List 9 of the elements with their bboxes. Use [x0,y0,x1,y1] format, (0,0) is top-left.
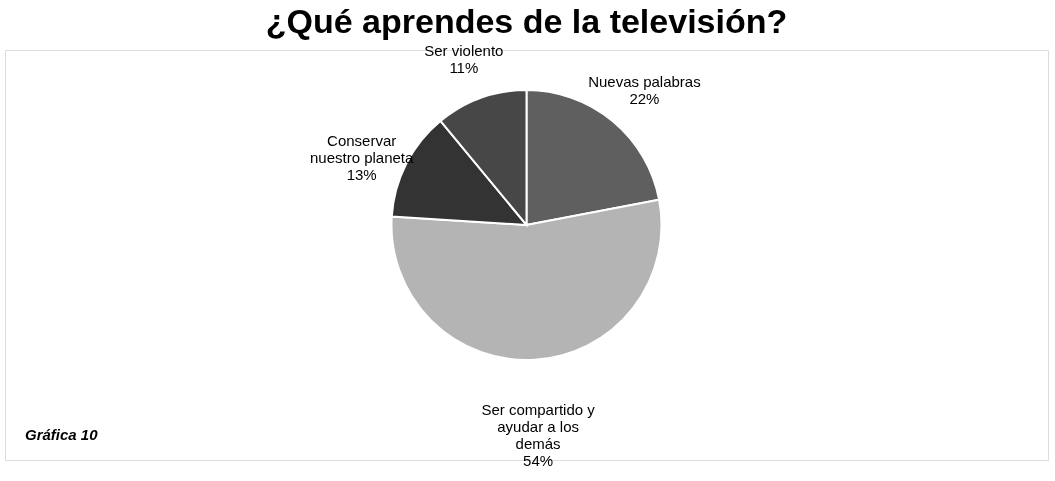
slice-label: Nuevas palabras [588,73,701,91]
data-label: 13% [346,166,377,184]
data-label: 54% [523,451,554,469]
chart-title: ¿Qué aprendes de la televisión? [265,1,788,40]
slice-label: Ser violento [424,41,504,59]
data-label: 22% [629,90,660,108]
data-label: 11% [449,58,479,76]
slice-label: Ser compartido y ayudar a los demás [481,400,596,452]
text: Gráfica 10 [25,426,99,443]
